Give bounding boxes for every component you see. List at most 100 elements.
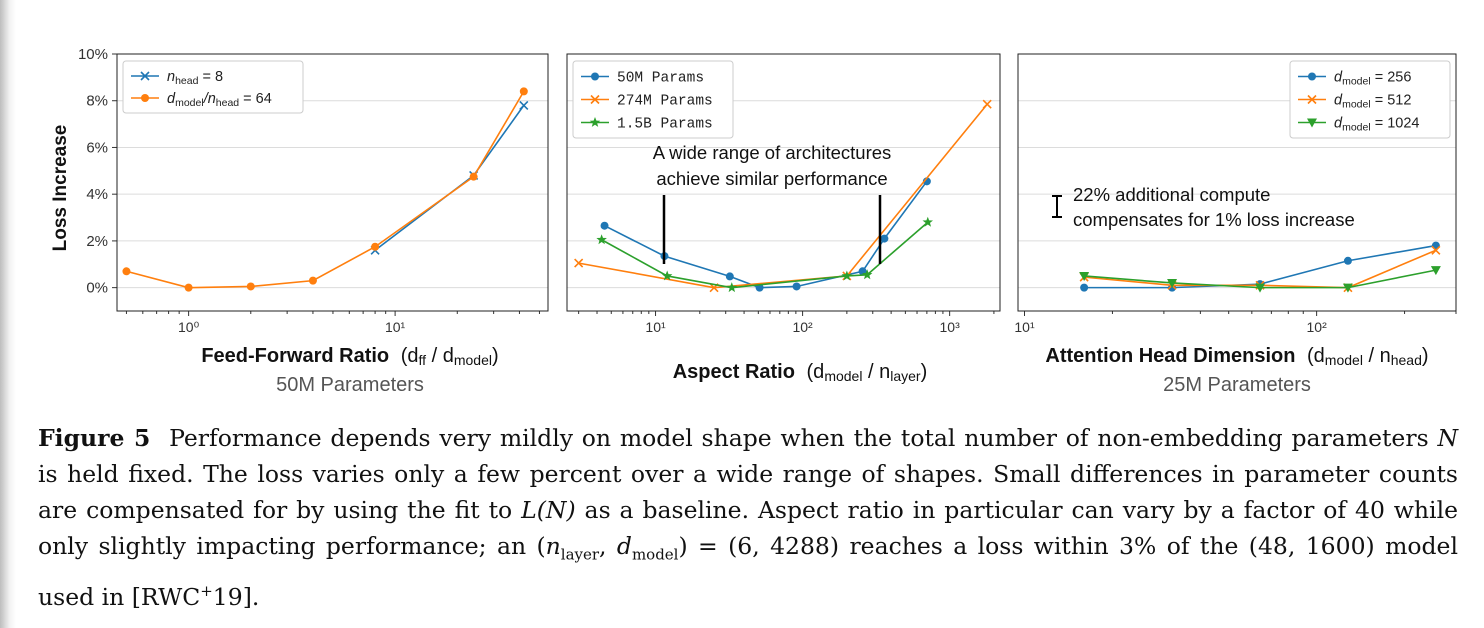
data-point xyxy=(1343,256,1352,265)
caption-text-3: as a baseline. Aspect ratio in particula… xyxy=(38,496,1458,560)
caption-symbol-n: N xyxy=(1437,424,1458,452)
data-point xyxy=(469,172,478,181)
annotation-line-1: A wide range of architectures xyxy=(653,142,892,163)
data-point xyxy=(246,282,255,291)
legend-marker xyxy=(589,117,601,127)
data-point xyxy=(841,270,853,281)
data-point xyxy=(1079,271,1090,281)
caption-text-4: ) = (6, 4288) reaches a loss within 3% o… xyxy=(38,532,1458,611)
chart-panel-aspect-ratio: 10¹ 10² 10³ 50M Params 274M Params 1.5B Param… xyxy=(566,53,1001,335)
data-point xyxy=(982,99,992,109)
caption-sub-model: model xyxy=(631,545,679,564)
data-point xyxy=(308,276,317,285)
y-tick-label: 6% xyxy=(86,139,108,156)
chart-panel-feed-forward: 0% 2% 4% 6% 8% 10% 10⁰ 10¹ nhead = 8 dmodel/nhead… xyxy=(78,46,549,335)
x-tick-label: 10² xyxy=(1307,319,1328,335)
series-line xyxy=(374,104,525,251)
legend-label: dmodel = 256 xyxy=(1334,70,1411,88)
plot-frame xyxy=(1017,53,1457,312)
x-tick-label: 10¹ xyxy=(1014,319,1035,335)
data-point xyxy=(1342,283,1353,293)
legend-marker xyxy=(141,94,149,102)
data-point xyxy=(1080,283,1089,292)
figure-caption: Figure 5 Performance depends very mildly… xyxy=(38,420,1458,615)
data-point xyxy=(1431,245,1441,255)
data-point xyxy=(122,267,131,276)
data-point xyxy=(371,242,380,251)
data-point xyxy=(519,100,529,110)
data-point xyxy=(792,282,801,291)
compute-annotation-line-1: 22% additional compute xyxy=(1073,184,1270,205)
y-tick-label: 2% xyxy=(86,233,108,250)
legend-marker xyxy=(1307,94,1317,105)
data-point xyxy=(880,234,889,243)
data-point xyxy=(922,216,933,227)
series-line xyxy=(126,90,525,289)
page-edge-shadow xyxy=(0,0,16,628)
legend-marker xyxy=(591,72,599,81)
compute-errorbar-icon xyxy=(1052,195,1062,218)
caption-symbol-nlayer: n xyxy=(545,532,561,560)
legend-label: dmodel = 512 xyxy=(1334,93,1411,111)
x-axis-label-aspect-ratio: Aspect Ratio (dmodel / nlayer) xyxy=(673,361,928,384)
x-tick-label: 10¹ xyxy=(385,319,406,335)
legend-marker xyxy=(590,94,600,105)
series-line xyxy=(601,221,929,289)
caption-symbol-dmodel: d xyxy=(616,532,632,560)
y-tick-label: 0% xyxy=(86,280,108,297)
figure-label: Figure 5 xyxy=(38,424,151,452)
x-tick-label: 10² xyxy=(792,319,813,335)
figure-charts: 0% 2% 4% 6% 8% 10% 10⁰ 10¹ nhead = 8 dmodel/nhead… xyxy=(50,46,1457,396)
data-point xyxy=(519,87,528,96)
caption-text-1: Performance depends very mildly on model… xyxy=(169,424,1438,452)
annotation-line-2: achieve similar performance xyxy=(656,168,887,189)
data-point xyxy=(574,258,584,268)
subtitle-feed-forward: 50M Parameters xyxy=(276,374,424,396)
legend-marker xyxy=(140,71,150,81)
caption-text-2: is held fixed. The loss varies only a fe… xyxy=(38,460,1458,524)
x-tick-label: 10⁰ xyxy=(178,319,200,335)
x-tick-label: 10¹ xyxy=(645,319,666,335)
legend-label: 50M Params xyxy=(617,71,704,87)
legend-box xyxy=(572,60,734,139)
y-axis-label: Loss Increase xyxy=(50,125,71,252)
data-point xyxy=(661,270,673,281)
x-tick-label: 10³ xyxy=(940,319,961,335)
series-line xyxy=(578,103,988,289)
legend: dmodel = 256 dmodel = 512 dmodel = 1024 xyxy=(1289,60,1451,139)
x-axis-label-attention-head: Attention Head Dimension (dmodel / nhead… xyxy=(1045,345,1428,368)
data-point xyxy=(184,283,193,292)
legend-marker xyxy=(1307,118,1317,128)
caption-comma: , xyxy=(599,532,617,560)
legend-label: dmodel/nhead = 64 xyxy=(167,91,272,109)
caption-symbol-ln: L(N) xyxy=(521,496,576,524)
chart-panel-attention-head: 10¹ 10² dmodel = 256 dmodel = 512 dmodel = 1… xyxy=(1014,53,1457,335)
caption-text-5: 19]. xyxy=(212,582,260,611)
plot-frame xyxy=(116,53,549,312)
data-point xyxy=(862,269,873,280)
series-line xyxy=(604,180,928,289)
legend-label: nhead = 8 xyxy=(167,69,223,87)
legend-box xyxy=(1289,60,1451,139)
y-tick-label: 4% xyxy=(86,186,108,203)
data-point xyxy=(726,282,737,293)
legend-label: 1.5B Params xyxy=(617,117,713,133)
legend-marker xyxy=(1308,72,1316,81)
data-point xyxy=(1255,283,1266,293)
data-point xyxy=(725,272,734,281)
y-tick-label: 10% xyxy=(78,46,108,63)
data-point xyxy=(1167,278,1178,288)
data-point xyxy=(1430,266,1441,276)
data-point xyxy=(596,234,607,245)
legend-box xyxy=(122,60,304,114)
caption-sub-layer: layer xyxy=(560,545,600,564)
subtitle-attention-head: 25M Parameters xyxy=(1163,374,1311,396)
x-axis-label-feed-forward: Feed-Forward Ratio (dff / dmodel) xyxy=(201,345,498,368)
data-point xyxy=(600,221,609,230)
legend-label: 274M Params xyxy=(617,94,713,110)
y-tick-label: 8% xyxy=(86,93,108,110)
compute-annotation-line-2: compensates for 1% loss increase xyxy=(1073,209,1355,230)
legend-label: dmodel = 1024 xyxy=(1334,116,1419,134)
legend: nhead = 8 dmodel/nhead = 64 xyxy=(122,60,304,114)
caption-sup-plus: + xyxy=(200,581,213,600)
